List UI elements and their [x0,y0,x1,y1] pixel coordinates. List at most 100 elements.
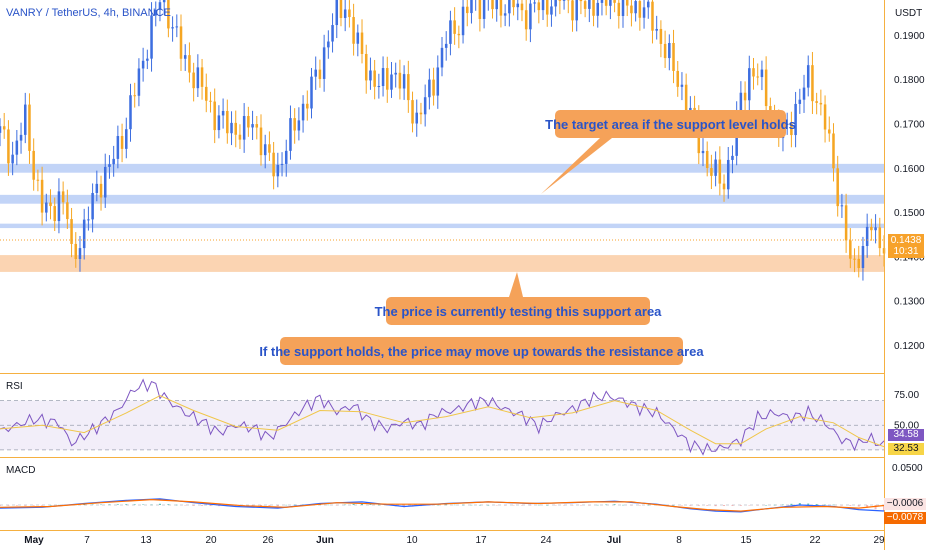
candle-body [163,0,166,2]
candle-body [386,68,389,90]
current-price-tag: 0.1438 10:31 [888,234,924,258]
candle-body [613,0,616,3]
candle-body [866,227,869,246]
candle-body [138,68,141,95]
macd-histogram-bar [24,505,26,506]
candle-body [403,74,406,88]
time-tick-label: 29 [873,535,885,546]
candle-body [369,71,372,81]
candle-body [727,160,730,189]
macd-histogram-bar [622,505,624,506]
candle-body [588,0,591,9]
macd-histogram-bar [378,505,380,506]
candle-body [96,184,99,193]
candle-body [117,136,120,159]
macd-histogram-bar [841,505,843,506]
candle-body [91,193,94,219]
macd-histogram-bar [647,505,649,506]
macd-histogram-bar [209,505,211,506]
macd-histogram-bar [462,505,464,506]
candle-body [260,128,263,156]
macd-histogram-bar [757,505,759,506]
candle-body [129,95,132,129]
support-test-callout: The price is currently testing this supp… [386,297,650,325]
candle-body [272,153,275,177]
candle-body [870,227,873,230]
macd-histogram-bar [437,505,439,506]
candle-body [41,180,44,213]
candle-body [3,126,6,129]
price-tick-label: 0.1700 [894,120,925,131]
macd-histogram-bar [546,505,548,506]
candle-body [319,70,322,79]
candle-body [744,93,747,101]
macd-histogram-bar [681,505,683,506]
candle-body [201,67,204,87]
candle-body [554,0,557,6]
macd-histogram-bar [41,505,43,506]
candle-body [862,246,865,268]
price-tick-label: 0.1900 [894,31,925,42]
macd-histogram-bar [614,504,616,505]
candle-body [601,0,604,3]
target-area-callout: The target area if the support level hol… [555,110,786,138]
macd-histogram-bar [16,505,18,506]
candle-body [643,7,646,17]
candle-body [125,129,128,149]
candle-body [197,67,200,88]
candle-body [828,129,831,133]
macd-histogram-bar [445,505,447,506]
candle-body [719,160,722,184]
candle-body [411,100,414,123]
price-tick-label: 0.1200 [894,341,925,352]
time-tick-label: 15 [740,535,752,546]
candle-body [310,77,313,109]
candle-body [508,0,511,13]
candle-body [470,0,473,13]
price-tick-label: 0.1600 [894,164,925,175]
macd-histogram-bar [268,505,270,506]
bar-countdown: 10:31 [888,246,924,257]
rsi-ma-value-tag: 32.53 [888,443,924,455]
candle-body [841,205,844,206]
time-tick-label: 24 [540,535,552,546]
candle-body [820,103,823,105]
candle-body [176,26,179,27]
candle-body [807,65,810,87]
candle-body [100,184,103,198]
candle-body [853,259,856,260]
candle-body [20,135,23,141]
candle-body [609,0,612,6]
candle-body [323,47,326,79]
candle-body [327,42,330,48]
candle-body [226,111,229,133]
candle-body [230,123,233,133]
macd-histogram-bar [294,505,296,506]
candle-body [348,9,351,17]
candle-body [731,156,734,160]
candle-body [857,259,860,268]
candle-body [184,55,187,59]
rsi-value-tag: 34.58 [888,429,924,441]
candle-body [630,6,633,14]
candle-body [517,4,520,8]
candle-body [62,191,65,202]
resistance-zone-0 [0,164,884,173]
resistance-move-callout: If the support holds, the price may move… [280,337,683,365]
candle-body [133,95,136,96]
support-callout-pointer [509,272,523,297]
macd-histogram-bar [731,505,733,506]
price-tick-label: 0.1800 [894,75,925,86]
candle-body [79,248,82,259]
resistance-zone-1 [0,195,884,204]
candle-body [285,151,288,164]
candle-body [529,4,532,30]
candle-body [580,0,583,1]
candle-body [626,0,629,6]
candle-body [559,0,562,1]
macd-histogram-bar [176,505,178,506]
candle-body [239,135,242,140]
candle-body [394,73,397,75]
